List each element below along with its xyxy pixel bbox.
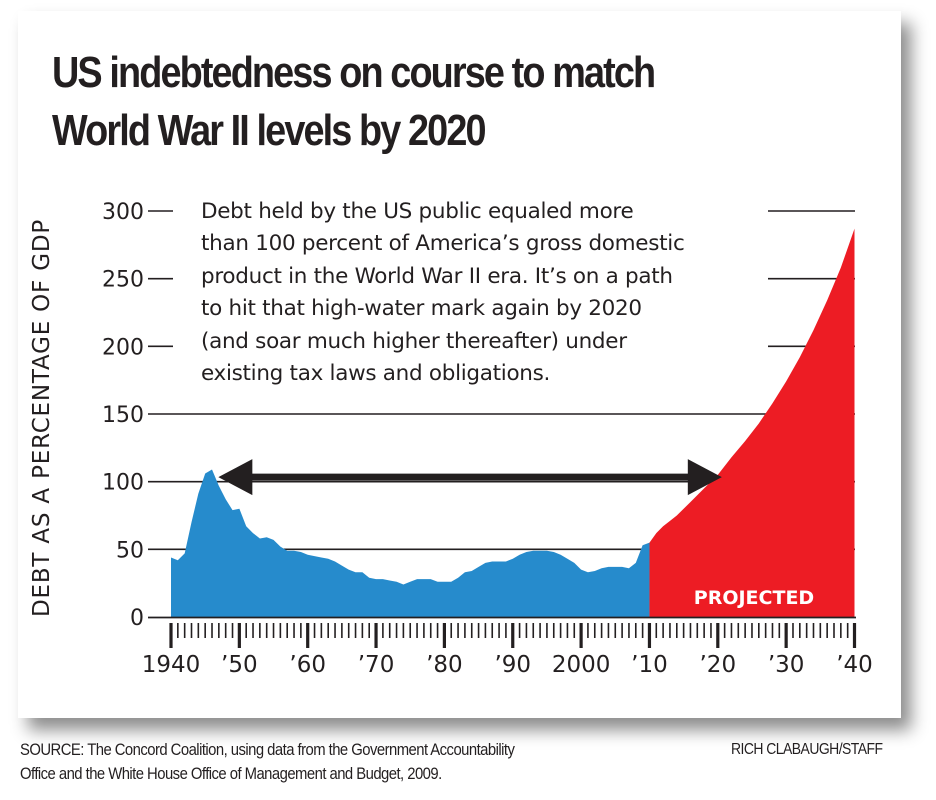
double-arrow-annotation xyxy=(218,459,722,496)
arrow-head-left xyxy=(218,459,253,496)
y-tick-labels: 0 50 100 150 200 250 300 xyxy=(102,200,144,631)
x-tick-label: ’50 xyxy=(221,652,258,678)
data-areas xyxy=(171,228,855,617)
y-tick-label: 100 xyxy=(102,471,144,496)
x-tick-label: ’30 xyxy=(768,652,805,678)
annotation-line: Debt held by the US public equaled more xyxy=(201,199,634,224)
arrow-head-right xyxy=(687,459,722,496)
y-tick-marks xyxy=(148,210,173,348)
x-tick-label: 1940 xyxy=(142,652,201,678)
x-tick-label: ’90 xyxy=(494,652,531,678)
chart-title: US indebtedness on course to match World… xyxy=(52,44,656,160)
projected-area xyxy=(649,228,855,617)
annotation-line: (and soar much higher thereafter) under xyxy=(201,328,627,354)
y-tick-label: 0 xyxy=(130,606,144,631)
annotation-line: product in the World War II era. It’s on… xyxy=(201,263,673,289)
x-tick-label: ’70 xyxy=(358,652,395,678)
y-tick-label: 200 xyxy=(102,335,144,360)
annotation-text: Debt held by the US public equaled more … xyxy=(201,196,801,390)
annotation-line: to hit that high-water mark again by 202… xyxy=(201,296,642,322)
source-line: Office and the White House Office of Man… xyxy=(20,765,442,783)
source-line: SOURCE: The Concord Coalition, using dat… xyxy=(20,741,515,759)
historical-area xyxy=(171,469,650,617)
x-tick-label: ’80 xyxy=(426,652,463,678)
x-tick-label: ’40 xyxy=(836,652,873,678)
y-tick-label: 150 xyxy=(102,403,144,428)
annotation-line: existing tax laws and obligations. xyxy=(201,361,551,387)
x-tick-label: 2000 xyxy=(552,652,611,678)
y-tick-label: 250 xyxy=(102,268,144,293)
x-tick-label: ’20 xyxy=(700,652,737,678)
projected-label: PROJECTED xyxy=(694,587,814,609)
annotation-line: than 100 percent of America’s gross dome… xyxy=(201,231,685,257)
chart-title-line-1: US indebtedness on course to match xyxy=(52,48,656,97)
x-axis xyxy=(148,616,857,648)
credit-line: RICH CLABAUGH/STAFF xyxy=(731,741,883,758)
y-tick-label: 300 xyxy=(102,200,144,225)
x-tick-label: ’60 xyxy=(289,652,326,678)
x-tick-labels: 1940 ’50 ’60 ’70 ’80 ’90 2000 ’10 ’20 ’30 ’40 xyxy=(142,652,873,678)
x-tick-label: ’10 xyxy=(631,652,668,678)
chart-title-line-2: World War II levels by 2020 xyxy=(52,106,487,155)
y-tick-label: 50 xyxy=(116,538,144,563)
source-note: SOURCE: The Concord Coalition, using dat… xyxy=(20,738,515,786)
